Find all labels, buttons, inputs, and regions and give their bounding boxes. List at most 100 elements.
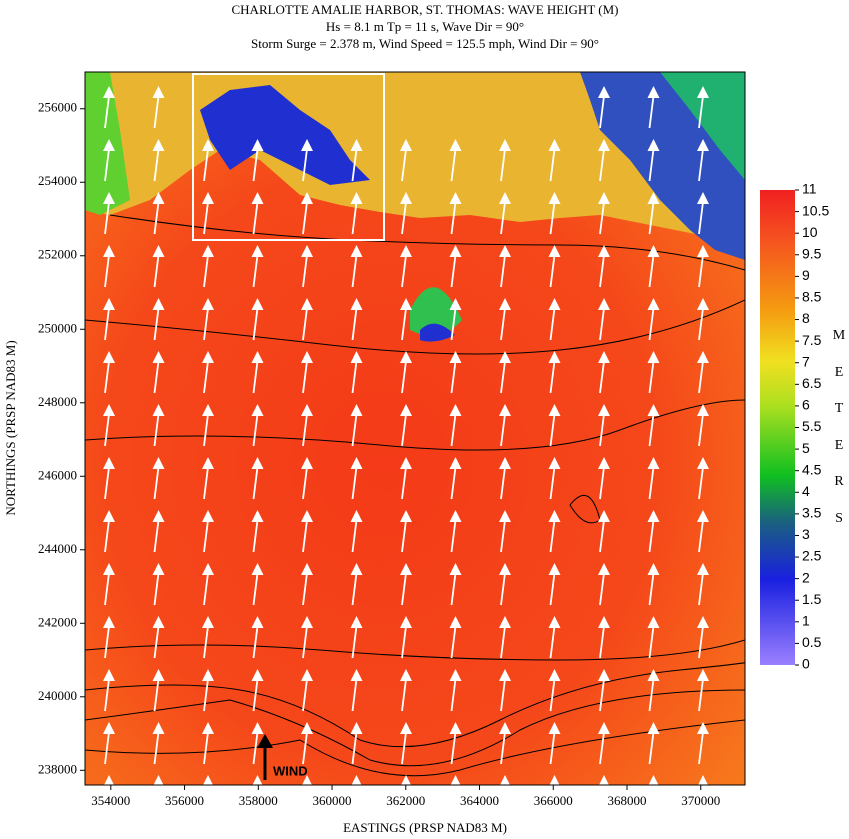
wave-arrow xyxy=(202,722,214,734)
x-tick-label: 360000 xyxy=(313,793,352,808)
wave-arrow xyxy=(351,731,358,765)
wave-arrow xyxy=(153,678,160,712)
wave-arrow xyxy=(251,298,264,310)
wave-arrow xyxy=(104,625,110,659)
wave-arrow xyxy=(103,351,115,363)
wave-arrow xyxy=(647,86,660,98)
wave-arrow xyxy=(153,95,160,129)
wave-arrow xyxy=(599,95,605,129)
island xyxy=(420,323,455,342)
wave-arrow xyxy=(598,245,610,257)
wave-arrow xyxy=(599,775,609,785)
wave-arrow xyxy=(598,669,610,681)
x-tick-label: 356000 xyxy=(165,793,204,808)
wave-arrow xyxy=(302,678,308,712)
wave-arrow xyxy=(450,307,457,341)
wave-arrow xyxy=(500,466,506,500)
wave-arrow xyxy=(598,86,610,98)
wave-arrow xyxy=(203,201,209,235)
wave-arrow xyxy=(698,625,704,659)
wave-arrow xyxy=(157,784,159,785)
wave-arrow xyxy=(599,148,605,182)
wave-arrow xyxy=(202,139,214,151)
wave-arrow xyxy=(450,625,457,659)
wave-arrow xyxy=(598,457,610,469)
wave-arrow xyxy=(647,510,660,522)
wave-arrow xyxy=(103,245,115,257)
wave-arrow xyxy=(603,784,604,785)
wave-arrow xyxy=(203,678,209,712)
wave-arrow xyxy=(599,307,605,341)
wave-arrow xyxy=(351,148,358,182)
colorbar-tick-label: 11 xyxy=(802,181,817,197)
wave-arrow xyxy=(401,466,407,500)
wave-arrow xyxy=(599,519,605,553)
wave-arrow xyxy=(103,510,115,522)
wave-arrow xyxy=(499,669,511,681)
wave-arrow xyxy=(203,413,209,447)
wave-arrow xyxy=(449,192,462,204)
wave-arrow xyxy=(252,572,259,606)
wave-arrow xyxy=(401,413,407,447)
wave-arrow xyxy=(697,616,709,628)
wave-arrow xyxy=(203,307,209,341)
title: CHARLOTTE AMALIE HARBOR, ST. THOMAS: WAV… xyxy=(232,2,619,17)
wave-arrow xyxy=(697,351,709,363)
wave-arrow xyxy=(103,404,115,416)
colorbar-tick-label: 10 xyxy=(802,224,818,240)
colorbar-tick-label: 5.5 xyxy=(802,418,822,434)
wave-arrow xyxy=(499,722,511,734)
wave-arrow xyxy=(548,245,561,257)
wave-arrow xyxy=(599,254,605,288)
y-tick-label: 240000 xyxy=(38,688,77,703)
wave-arrow xyxy=(203,625,209,659)
wave-arrow xyxy=(698,307,704,341)
shallow xyxy=(200,85,370,185)
wave-arrow xyxy=(350,351,363,363)
wave-arrow xyxy=(549,148,556,182)
wave-arrow xyxy=(499,192,511,204)
wave-arrow xyxy=(548,722,561,734)
wave-arrow xyxy=(499,351,511,363)
wave-arrow xyxy=(499,616,511,628)
wave-arrow xyxy=(647,404,660,416)
wave-arrow xyxy=(104,254,110,288)
wave-arrow xyxy=(301,616,313,628)
wave-arrow xyxy=(252,254,259,288)
wave-arrow xyxy=(153,572,160,606)
plot-frame xyxy=(84,71,746,786)
wave-arrow xyxy=(350,139,363,151)
wave-arrow xyxy=(351,678,358,712)
wave-arrow xyxy=(648,731,655,765)
wave-arrow xyxy=(499,457,511,469)
focus-box xyxy=(192,73,385,241)
colorbar-tick-label: 1.5 xyxy=(802,591,822,607)
wave-arrow xyxy=(401,201,407,235)
wave-arrow xyxy=(598,616,610,628)
wave-arrow xyxy=(401,678,407,712)
subtitle: Storm Surge = 2.378 m, Wind Speed = 125.… xyxy=(251,36,599,51)
wave-arrow xyxy=(153,201,160,235)
wave-arrow xyxy=(350,192,363,204)
wave-arrow xyxy=(301,510,313,522)
colorbar-tick-label: 10.5 xyxy=(802,202,829,218)
wave-arrow xyxy=(104,572,110,606)
wave-arrow xyxy=(598,351,610,363)
shallow xyxy=(660,72,745,180)
wave-arrow xyxy=(599,572,605,606)
wave-arrow xyxy=(202,563,214,575)
wave-arrow xyxy=(351,572,358,606)
wave-arrow xyxy=(500,625,506,659)
wave-arrow xyxy=(301,563,313,575)
wave-arrow xyxy=(350,404,363,416)
colorbar-tick-label: 3 xyxy=(802,526,810,542)
wave-arrow xyxy=(152,563,165,575)
wave-arrow xyxy=(549,731,556,765)
wave-arrow xyxy=(549,360,556,394)
wave-arrow xyxy=(400,510,412,522)
x-tick-label: 366000 xyxy=(534,793,573,808)
wave-arrow xyxy=(302,307,308,341)
colorbar-tick-label: 2 xyxy=(802,569,810,585)
